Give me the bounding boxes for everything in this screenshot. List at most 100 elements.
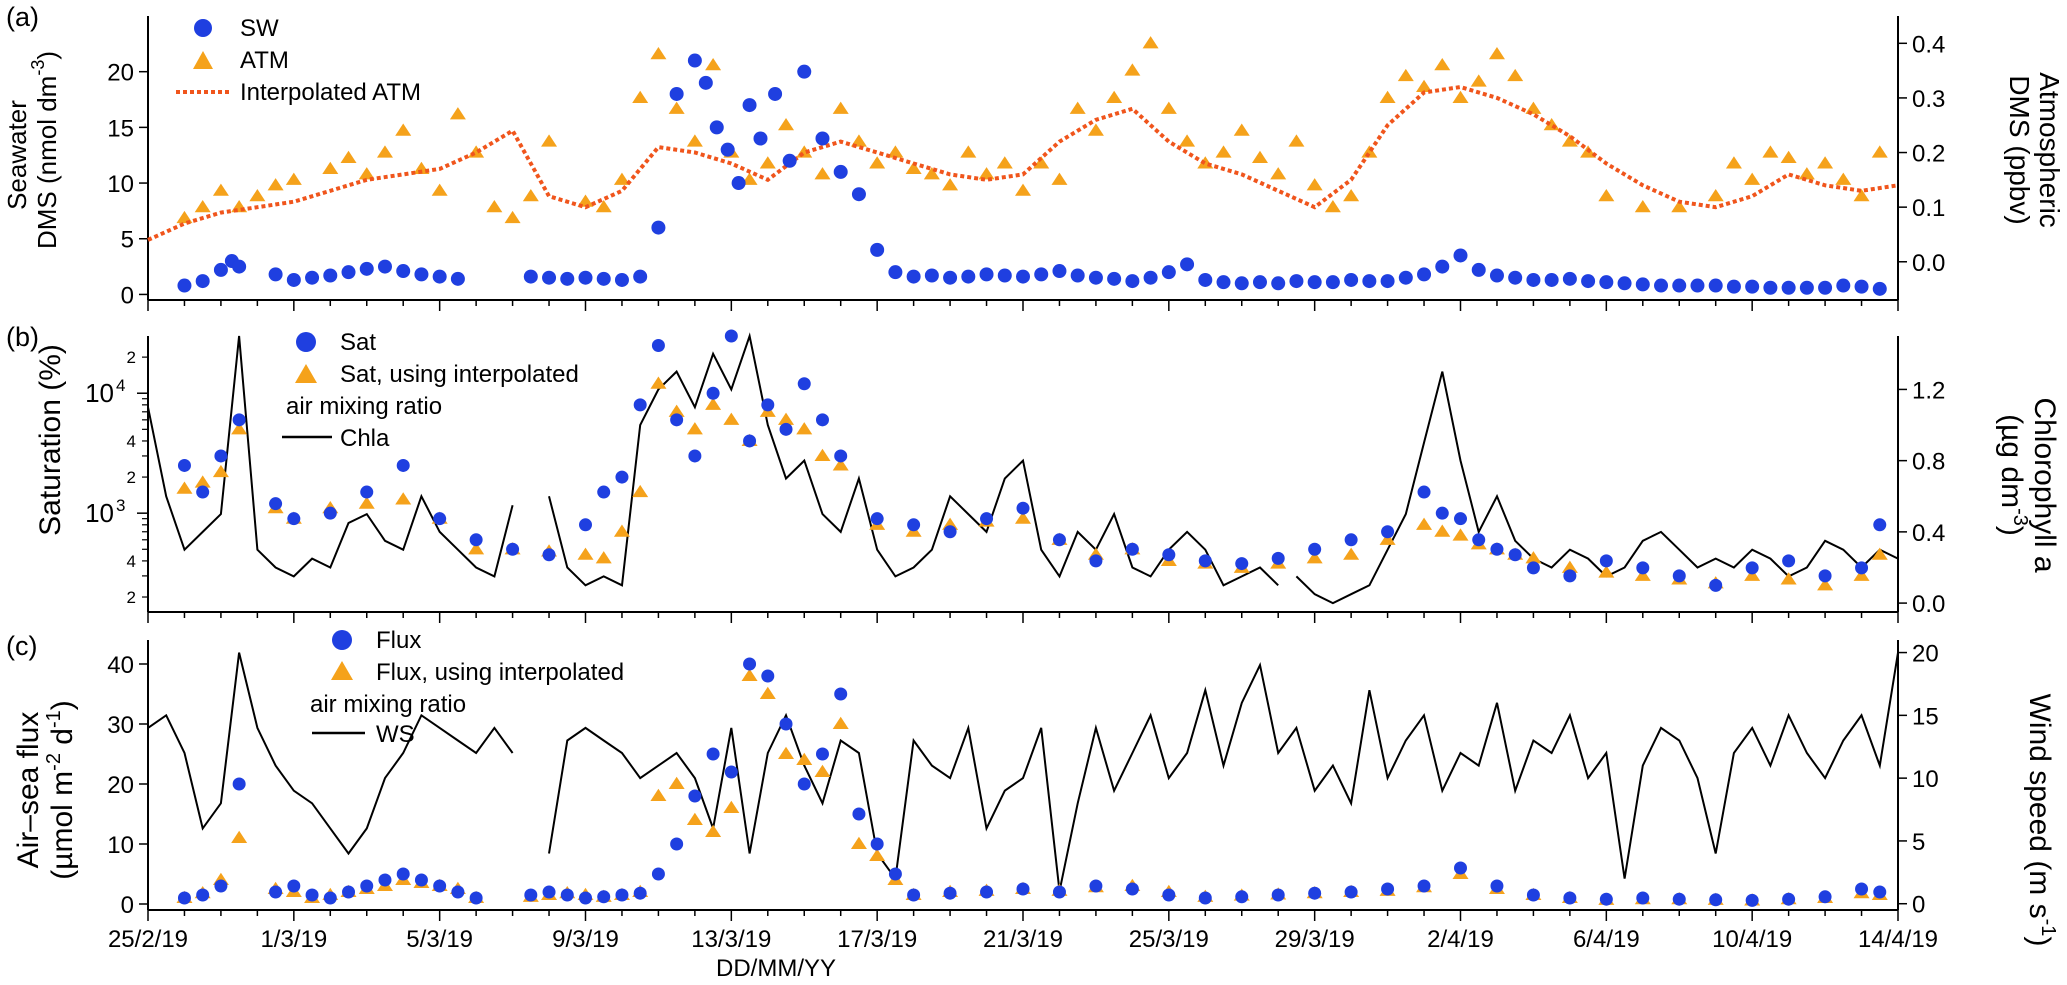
sw-point: [377, 259, 392, 274]
sw-point: [1271, 276, 1286, 291]
legend-interp-label: Interpolated ATM: [240, 79, 421, 106]
flux-point: [360, 879, 374, 893]
right-tick-label: 0.4: [1912, 520, 1945, 547]
atm-point: [449, 107, 466, 120]
sat-interp-point: [1817, 578, 1834, 591]
atm-point: [686, 134, 703, 147]
sat-point: [706, 386, 720, 400]
sw-point: [1161, 265, 1176, 280]
sw-point: [1362, 274, 1377, 289]
sw-point: [1562, 271, 1577, 286]
right-tick-label: 10: [1912, 766, 1939, 793]
flux-point: [724, 765, 738, 779]
right-tick-label: 0.8: [1912, 449, 1945, 476]
flux-point: [1454, 861, 1467, 875]
atm-point: [1817, 156, 1834, 169]
atm-point: [1270, 167, 1287, 180]
flux-point: [469, 891, 483, 905]
flux-point: [761, 669, 775, 683]
sw-point: [396, 264, 411, 279]
sat-point: [1454, 512, 1467, 526]
x-tick-label: 5/3/19: [406, 926, 473, 953]
sat-point: [177, 458, 191, 472]
sw-point: [1143, 270, 1158, 285]
atm-point: [960, 145, 977, 158]
right-tick-label: 20: [1912, 641, 1939, 668]
sw-point: [633, 269, 648, 284]
sw-point: [195, 274, 210, 289]
flux-point: [1052, 885, 1066, 899]
chla-line: [1295, 371, 1899, 605]
sat-point: [1344, 533, 1358, 547]
sat-point: [1271, 551, 1285, 565]
sw-point: [414, 267, 429, 282]
atm-point: [1160, 101, 1177, 114]
sw-point: [1617, 276, 1632, 291]
atm-point: [285, 172, 302, 185]
sat-point: [1417, 485, 1431, 499]
sw-point: [1854, 279, 1869, 294]
sat-point: [1672, 569, 1686, 583]
panel-b-right-axis: 0.0 0.4 0.8 1.2: [1897, 336, 1945, 618]
flux-point: [1344, 885, 1358, 899]
sw-point: [1763, 280, 1778, 295]
flux-point: [1271, 888, 1285, 902]
panel-b-marks: [147, 329, 1899, 605]
sat-point: [1472, 533, 1486, 547]
atm-point: [650, 47, 667, 60]
x-tick-label: 14/4/19: [1858, 926, 1938, 953]
sw-point: [870, 242, 885, 257]
atm-point: [595, 199, 612, 213]
sw-point: [578, 270, 593, 285]
left-tick-exponent: 4: [116, 376, 125, 395]
sw-point: [943, 270, 958, 285]
left-minor-label: 2: [127, 468, 136, 487]
flux-point: [1599, 892, 1613, 906]
sat-interp-point: [814, 448, 831, 461]
right-tick-label: 0: [1912, 892, 1925, 919]
right-tick-label: 1.2: [1912, 377, 1945, 404]
sat-point: [907, 518, 921, 532]
flux-interp-point: [778, 746, 795, 760]
sw-point: [614, 272, 629, 287]
atm-point: [249, 189, 266, 202]
sw-point: [305, 270, 320, 285]
atm-point: [340, 150, 357, 164]
flux-point: [834, 687, 848, 701]
legend-chla-label: Chla: [340, 425, 390, 452]
legend-flux-label: Flux: [376, 627, 421, 654]
atm-point: [267, 178, 284, 191]
flux-interp-point: [796, 752, 813, 766]
sw-point: [1052, 264, 1067, 279]
panel-a-left-label-line1: Seawater: [2, 100, 32, 210]
left-tick-label: 0: [121, 282, 134, 309]
left-minor-label: 2: [127, 348, 136, 367]
x-tick-label: 2/4/19: [1427, 926, 1494, 953]
sat-point: [579, 518, 592, 532]
sw-point: [782, 153, 797, 168]
flux-point: [815, 747, 829, 761]
flux-point: [1563, 891, 1577, 905]
left-minor-label: 2: [127, 588, 136, 607]
flux-point: [888, 867, 902, 881]
flux-interp-point: [832, 716, 849, 730]
flux-interp-point: [650, 788, 667, 802]
sat-point: [1873, 518, 1887, 532]
atm-point: [1434, 57, 1451, 71]
legend-sat-interp-label-2: air mixing ratio: [286, 393, 442, 420]
flux-point: [1490, 879, 1504, 893]
panel-c-right-axis: 0 5 10 15 20: [1897, 640, 1939, 919]
flux-point: [177, 891, 191, 905]
sat-interp-point: [577, 547, 594, 560]
sw-point: [1872, 281, 1887, 296]
sat-point: [1709, 578, 1723, 592]
sw-point: [1453, 248, 1468, 263]
sat-interp-point: [212, 464, 229, 478]
flux-point: [670, 837, 684, 851]
sat-interp-point: [1416, 517, 1433, 530]
sat-point: [506, 542, 520, 556]
flux-point: [1782, 892, 1796, 906]
sat-interp-point: [1853, 568, 1870, 581]
sw-point: [232, 259, 247, 274]
